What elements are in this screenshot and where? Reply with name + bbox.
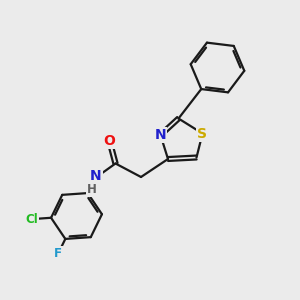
Text: O: O	[103, 134, 116, 148]
Text: N: N	[90, 169, 102, 183]
Text: Cl: Cl	[25, 213, 38, 226]
Text: N: N	[155, 128, 166, 142]
Text: H: H	[87, 183, 97, 196]
Text: S: S	[197, 127, 208, 140]
Text: F: F	[54, 247, 62, 260]
